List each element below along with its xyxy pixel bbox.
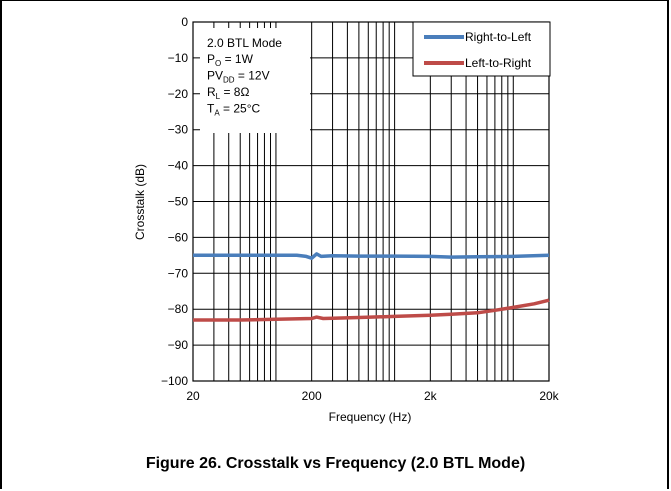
legend-label-left-to-right: Left-to-Right <box>465 56 532 70</box>
figure-caption: Figure 26. Crosstalk vs Frequency (2.0 B… <box>0 455 671 473</box>
x-tick-label: 2k <box>424 389 438 403</box>
y-tick-label: −40 <box>168 159 189 173</box>
annotation-line: PO = 1W <box>207 52 254 68</box>
y-tick-label: −90 <box>168 338 189 352</box>
x-axis-label: Frequency (Hz) <box>329 410 412 424</box>
y-tick-label: 0 <box>181 15 188 29</box>
y-tick-label: −70 <box>168 266 189 280</box>
x-tick-label: 20k <box>539 389 559 403</box>
y-tick-label: −80 <box>168 302 189 316</box>
x-tick-labels: 20 200 2k 20k <box>186 389 559 403</box>
y-tick-label: −30 <box>168 123 189 137</box>
annotation-line: PVDD = 12V <box>207 69 270 85</box>
y-tick-label: −60 <box>168 230 189 244</box>
x-tick-label: 20 <box>186 389 200 403</box>
y-tick-label: −10 <box>168 51 189 65</box>
x-tick-label: 200 <box>302 389 322 403</box>
series-line-right-to-left <box>193 254 549 258</box>
legend-label-right-to-left: Right-to-Left <box>465 30 532 44</box>
y-tick-labels: 0 −10 −20 −30 −40 −50 −60 −70 −80 −90 −100 <box>161 15 188 388</box>
series-line-left-to-right <box>193 300 549 320</box>
annotation-line: RL = 8Ω <box>207 85 249 101</box>
y-tick-label: −50 <box>168 195 189 209</box>
legend: Right-to-Left Left-to-Right <box>413 22 550 76</box>
annotation-mode: 2.0 BTL Mode <box>207 36 282 50</box>
y-axis-label: Crosstalk (dB) <box>133 164 147 240</box>
y-tick-label: −20 <box>168 87 189 101</box>
y-tick-label: −100 <box>161 374 188 388</box>
series-lines <box>193 254 549 320</box>
